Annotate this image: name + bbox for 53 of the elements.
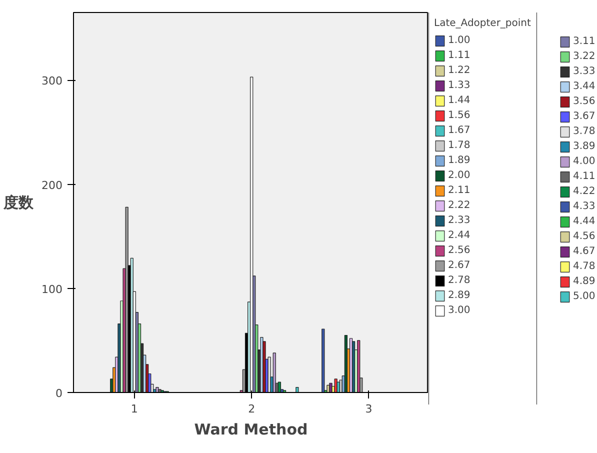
- legend-label: 2.11: [448, 184, 472, 197]
- legend-label: 1.56: [448, 109, 472, 122]
- bar: [125, 206, 128, 392]
- legend-label: 3.89: [573, 140, 596, 153]
- legend-label: 1.78: [448, 139, 472, 152]
- legend-label: 2.33: [448, 214, 472, 227]
- legend-label: 1.44: [448, 94, 472, 107]
- legend-label: 3.33: [573, 65, 596, 78]
- legend-label: 2.89: [448, 289, 472, 302]
- legend-label: 4.22: [573, 185, 596, 198]
- y-tick-label: 100: [42, 282, 63, 296]
- legend-label: 3.44: [573, 80, 596, 93]
- legend-label: 1.11: [448, 49, 472, 62]
- x-tick-label: 3: [365, 402, 372, 416]
- legend-label: 2.67: [448, 259, 472, 272]
- legend-label: 3.56: [573, 95, 596, 108]
- x-tick-label: 1: [130, 402, 138, 416]
- legend-label: 4.44: [573, 215, 596, 228]
- legend-label: 4.56: [573, 230, 596, 243]
- y-tick-label: 200: [42, 178, 63, 192]
- legend-title: Late_Adopter_point: [434, 18, 531, 29]
- legend-label: 2.22: [448, 199, 472, 212]
- legend-label: 1.67: [448, 124, 472, 137]
- legend-label: 3.22: [573, 50, 596, 63]
- legend-label: 3.67: [573, 110, 596, 123]
- legend-label: 5.00: [573, 290, 596, 303]
- bar: [357, 340, 360, 392]
- legend-label: 4.00: [573, 155, 596, 168]
- legend-label: 4.67: [573, 245, 596, 258]
- x-tick-label: 2: [248, 402, 256, 416]
- legend-label: 2.00: [448, 169, 472, 182]
- legend-label: 4.78: [573, 260, 596, 273]
- bar: [250, 76, 254, 392]
- legend-label: 2.44: [448, 229, 472, 242]
- legend-label: 2.56: [448, 244, 472, 257]
- legend-label: 4.33: [573, 200, 596, 213]
- bar: [296, 386, 299, 392]
- x-axis-title: Ward Method: [194, 420, 308, 438]
- y-tick-label: 0: [56, 387, 62, 400]
- legend-label: 3.11: [573, 35, 596, 48]
- legend-label: 2.78: [448, 274, 472, 287]
- bar: [272, 352, 276, 392]
- legend-label: 1.22: [448, 64, 472, 77]
- legend-label: 1.89: [448, 154, 472, 167]
- legend-label: 1.00: [448, 34, 472, 47]
- y-tick-label: 300: [42, 74, 63, 88]
- y-axis-title: 度数: [2, 194, 35, 212]
- legend-label: 3.78: [573, 125, 596, 138]
- legend-label: 1.33: [448, 79, 472, 92]
- legend-label: 4.89: [573, 275, 596, 288]
- bar: [322, 328, 325, 392]
- legend-label: 4.11: [573, 170, 596, 183]
- legend-label: 3.00: [448, 304, 472, 317]
